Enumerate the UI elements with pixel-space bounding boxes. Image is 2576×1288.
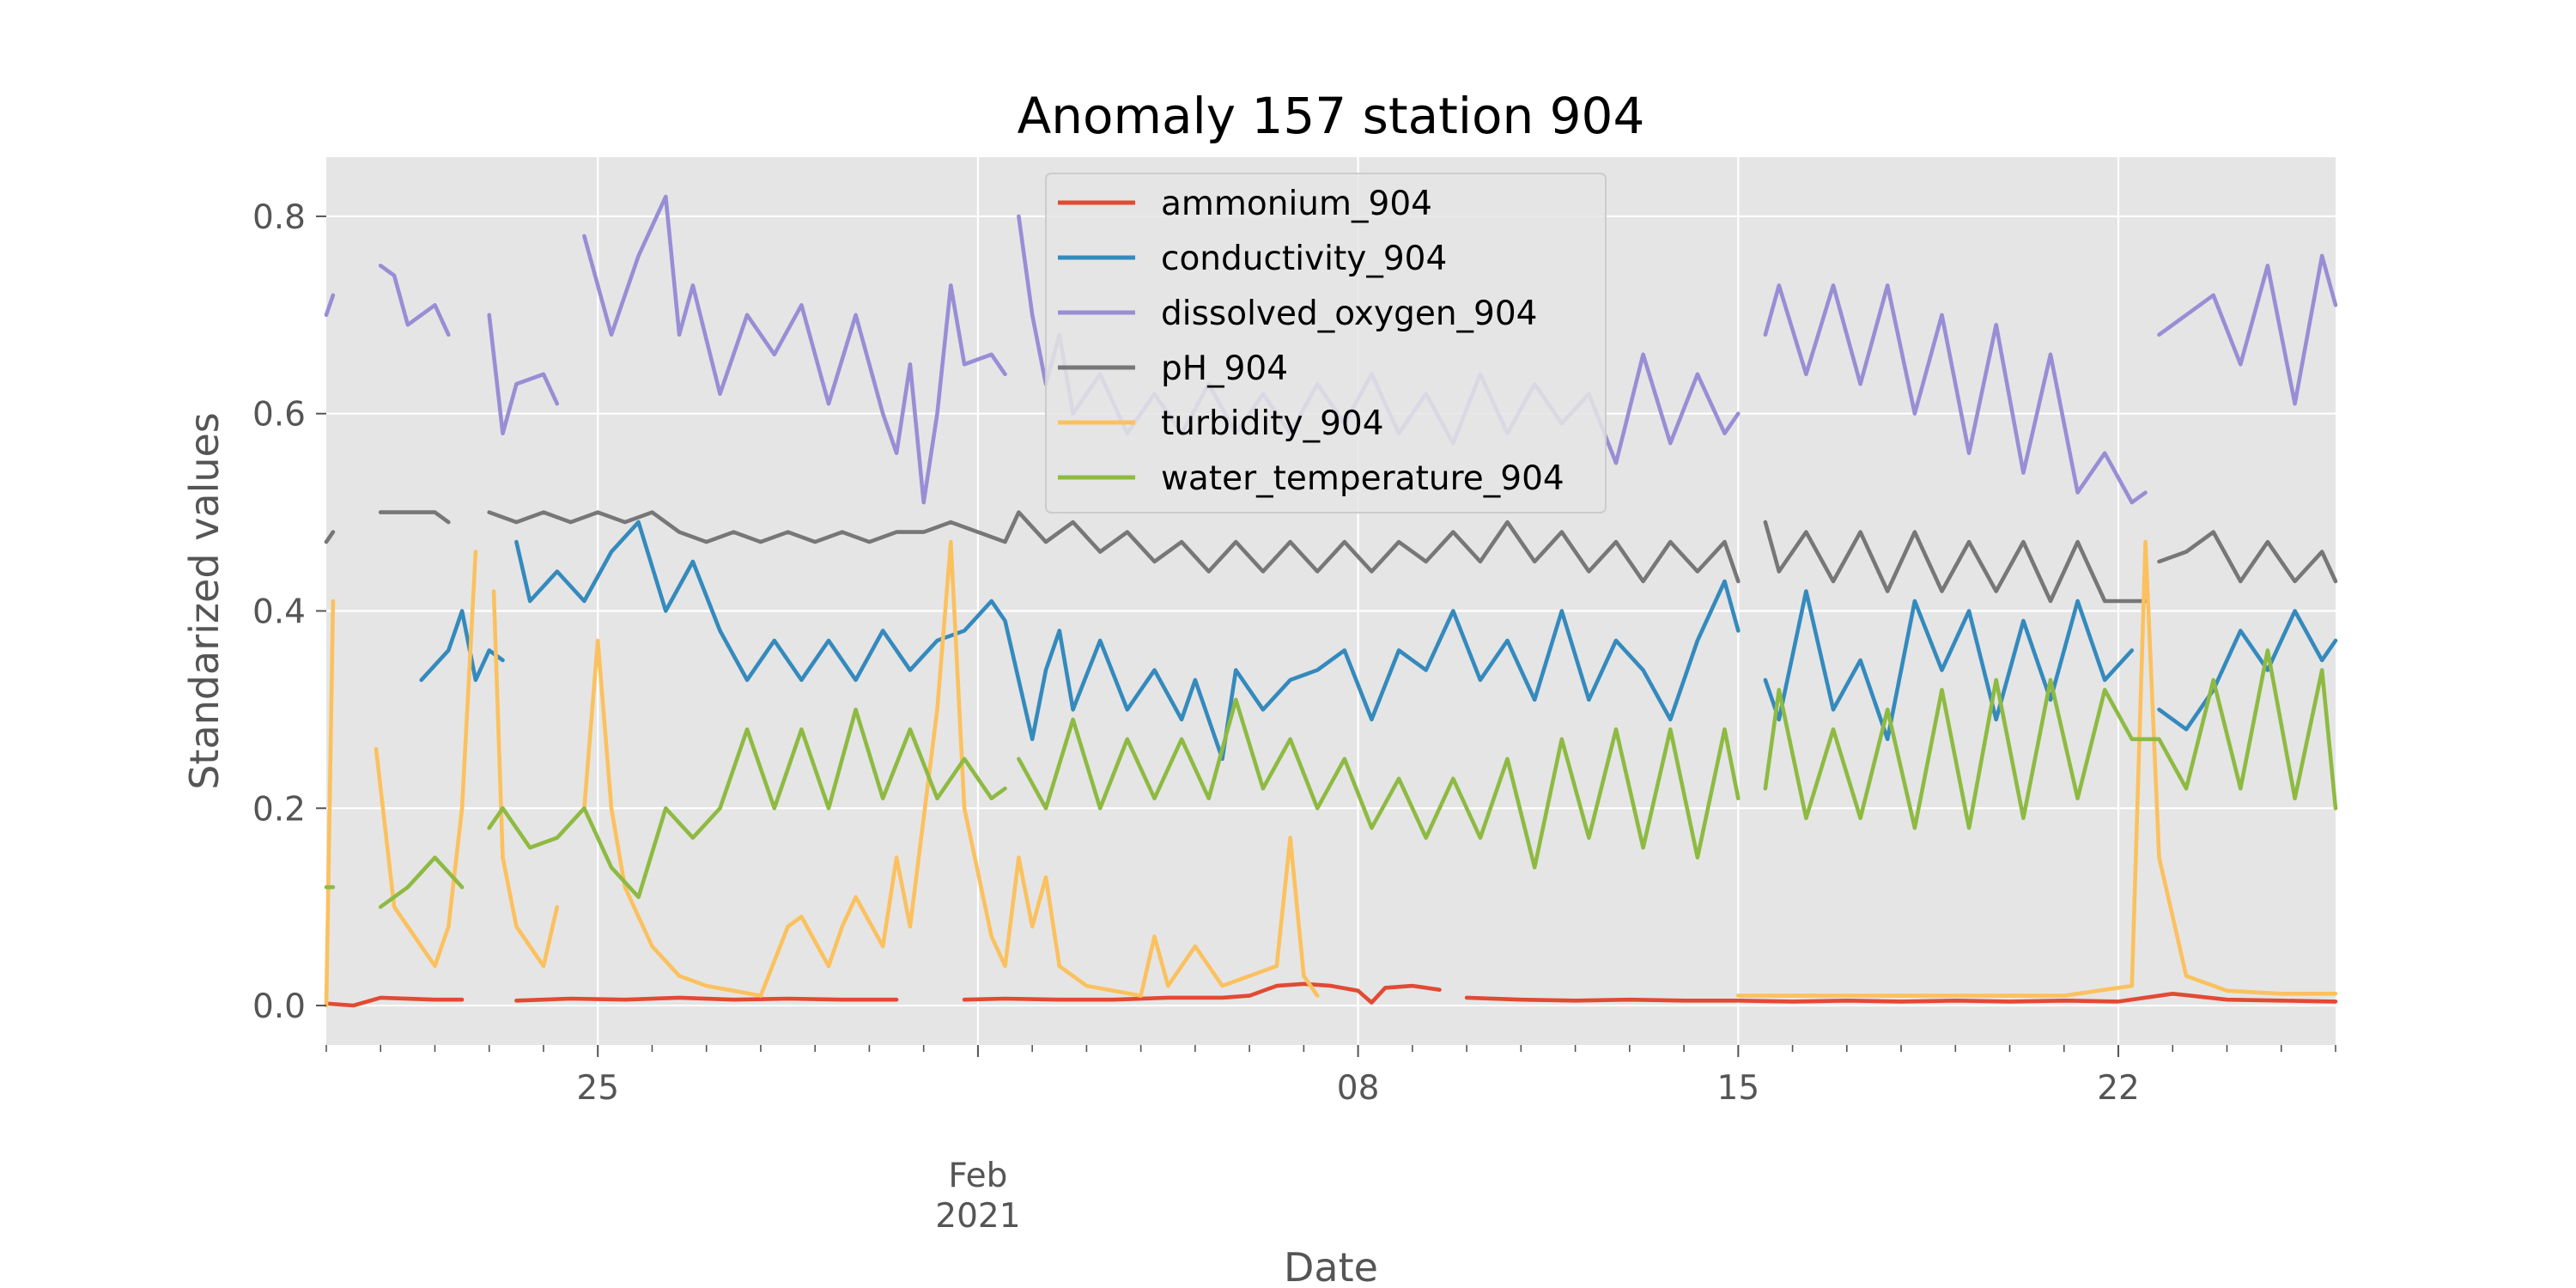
x-tick-label: 22 xyxy=(2097,1069,2140,1108)
y-tick-label: 0.8 xyxy=(252,198,306,237)
y-tick-label: 0.0 xyxy=(252,987,306,1026)
y-tick-label: 0.2 xyxy=(252,790,306,829)
series-lines xyxy=(324,194,2338,1008)
y-tick-label: 0.6 xyxy=(252,396,306,434)
series-line-turbidity-904 xyxy=(324,539,2338,1008)
y-axis: 0.0 0.2 0.4 0.6 0.8 xyxy=(252,198,326,1026)
x-tick-label: 15 xyxy=(1717,1069,1760,1108)
x-tick-label: 25 xyxy=(576,1069,619,1108)
legend-entry: water_temperature_904 xyxy=(1161,459,1564,498)
x-axis-label: Date xyxy=(1284,1244,1378,1288)
legend-entry: conductivity_904 xyxy=(1161,240,1447,278)
series-line-water-temperature-904 xyxy=(324,648,2338,909)
series-line-pH-904 xyxy=(324,510,2338,604)
legend-entry: dissolved_oxygen_904 xyxy=(1161,295,1537,333)
y-tick-label: 0.4 xyxy=(252,592,306,631)
chart-title: Anomaly 157 station 904 xyxy=(1018,87,1645,145)
gridlines xyxy=(326,157,2336,1045)
legend-box xyxy=(1045,173,1607,513)
x-tick-label: Feb 2021 xyxy=(935,1157,1020,1236)
legend-entry: turbidity_904 xyxy=(1161,404,1384,443)
legend-entry: ammonium_904 xyxy=(1161,185,1432,223)
legend: ammonium_904 conductivity_904 dissolved_ox… xyxy=(1045,173,1607,513)
x-axis: 25 Feb 2021 08 15 22 xyxy=(325,1045,2336,1236)
x-tick-label: 08 xyxy=(1337,1069,1380,1108)
series-line-ammonium-904 xyxy=(324,981,2338,1008)
y-axis-label: Standarized values xyxy=(181,412,228,790)
legend-entry: pH_904 xyxy=(1161,349,1288,388)
